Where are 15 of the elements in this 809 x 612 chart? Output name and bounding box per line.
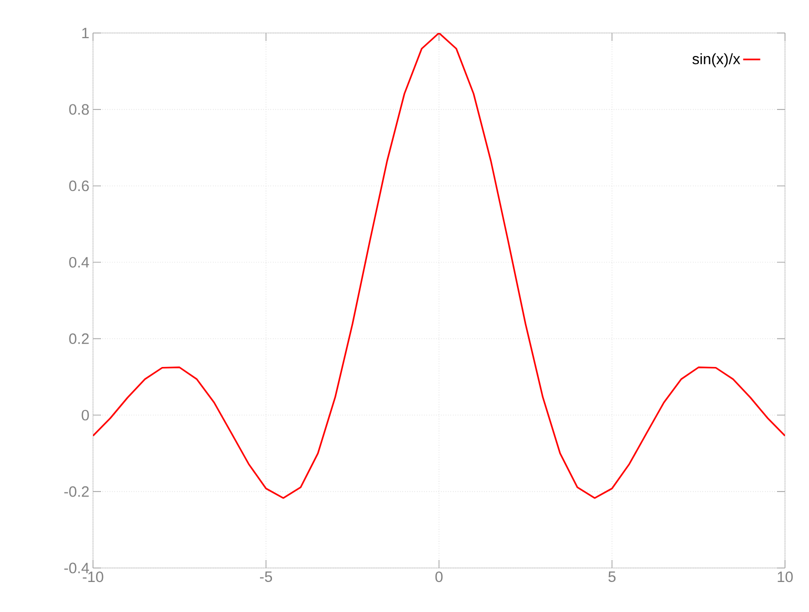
y-tick-label: 1 xyxy=(82,28,89,38)
y-tick-label: -0.4 xyxy=(64,562,90,574)
x-tick-label: 10 xyxy=(778,572,793,582)
y-tick-label: 0.4 xyxy=(69,256,90,268)
legend-label: sin(x)/x xyxy=(692,53,740,68)
x-tick-label: 5 xyxy=(608,572,616,582)
line-series xyxy=(93,32,785,499)
x-tick-label: 0 xyxy=(435,572,443,582)
y-tick-label: 0 xyxy=(82,410,89,420)
y-tick-label: 0.6 xyxy=(69,180,89,192)
y-tick-label: 0.2 xyxy=(69,333,89,344)
y-tick-label: 0.8 xyxy=(69,104,89,115)
y-tick-label: -0.2 xyxy=(64,486,89,497)
x-tick-label: -10 xyxy=(82,572,104,582)
x-tick-label: -5 xyxy=(260,572,272,582)
